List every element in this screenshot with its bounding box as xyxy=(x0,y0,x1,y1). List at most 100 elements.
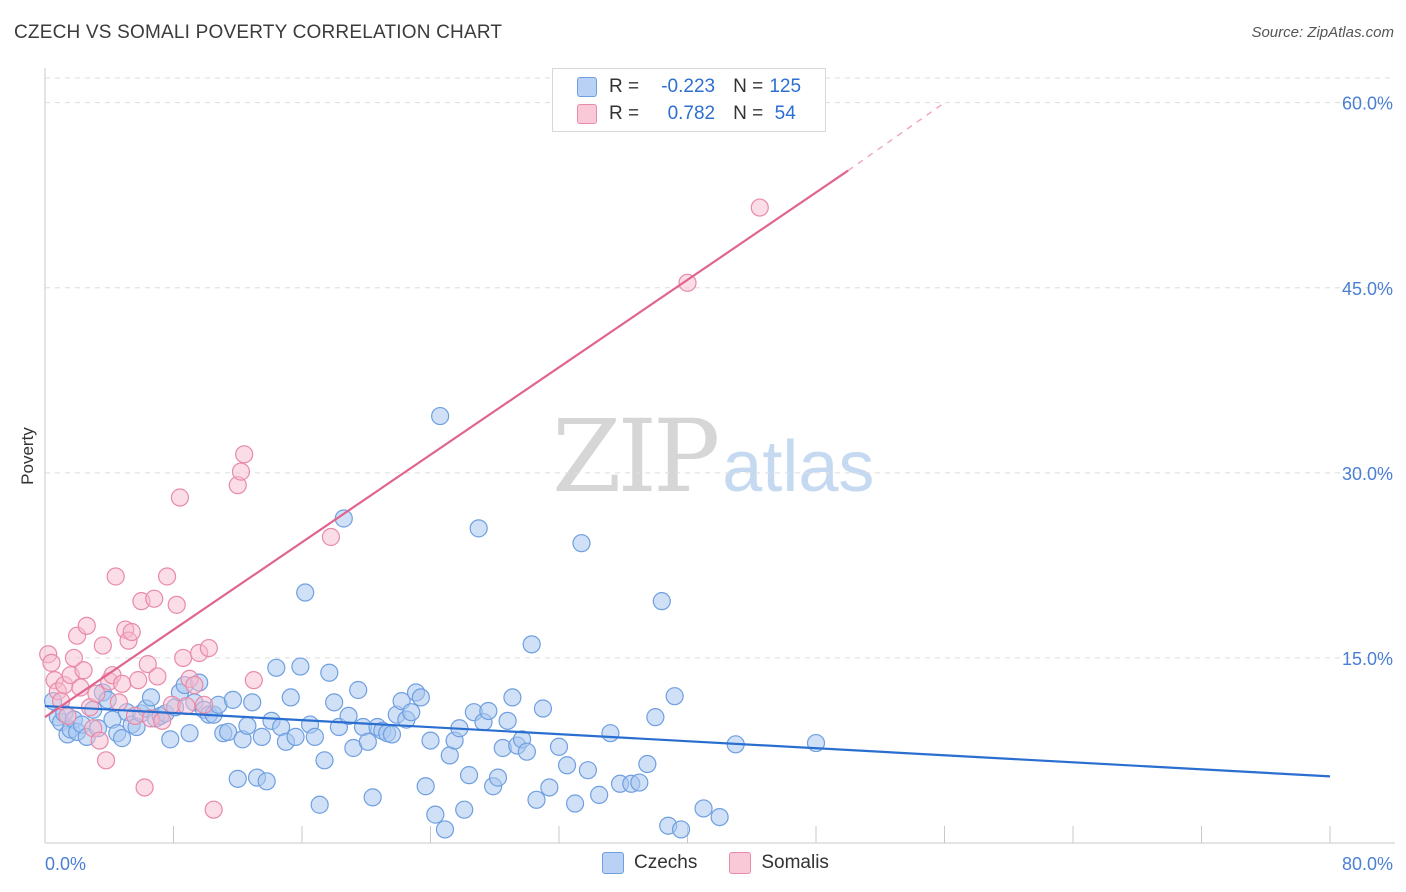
y-tick-label: 30.0% xyxy=(1342,464,1393,484)
czech-point xyxy=(223,690,243,709)
czech-point xyxy=(503,688,522,707)
czech-point xyxy=(257,772,276,791)
legend-n-label: N = xyxy=(733,103,764,124)
somali-point xyxy=(153,711,172,730)
czech-point xyxy=(590,785,609,804)
grid-lines xyxy=(45,77,1395,659)
czech-point xyxy=(252,727,271,746)
series-legend: Czechs Somalis xyxy=(602,852,861,874)
somali-point xyxy=(90,731,109,750)
y-tick-label: 15.0% xyxy=(1342,649,1393,669)
somali-point xyxy=(750,198,769,217)
somali-point xyxy=(145,589,164,608)
czech-point xyxy=(527,790,546,809)
somali-point xyxy=(42,653,61,672)
czech-point xyxy=(286,727,305,746)
somali-point xyxy=(678,273,697,292)
czech-point xyxy=(296,583,315,602)
somali-swatch xyxy=(577,104,597,124)
somali-point xyxy=(194,695,214,714)
czech-trend-line xyxy=(44,704,1331,778)
czech-point xyxy=(141,688,161,707)
czech-point xyxy=(228,769,247,788)
somali-point xyxy=(87,684,106,703)
somali-point xyxy=(138,654,157,674)
somali-point xyxy=(170,488,190,507)
czech-point xyxy=(363,788,382,807)
czech-point xyxy=(694,799,713,818)
czech-point xyxy=(180,724,199,743)
y-tick-label: 60.0% xyxy=(1342,94,1393,114)
x-tick-label-max: 80.0% xyxy=(1342,854,1393,874)
czech-point xyxy=(455,800,474,819)
czech-point xyxy=(305,727,324,746)
legend-r-value-somalis: 0.782 xyxy=(667,103,716,124)
czech-point xyxy=(601,724,620,743)
somali-point xyxy=(129,671,148,690)
somali-point xyxy=(106,567,125,586)
czech-point xyxy=(652,592,671,611)
czech-point xyxy=(459,766,479,785)
czech-point xyxy=(578,761,598,780)
czech-point xyxy=(522,635,541,654)
somali-point xyxy=(93,636,112,655)
czech-point xyxy=(710,807,729,827)
czech-point xyxy=(646,708,665,727)
series-legend-czechs[interactable]: Czechs xyxy=(602,852,697,874)
czech-point xyxy=(665,687,684,706)
somali-point xyxy=(96,751,116,770)
czech-point xyxy=(349,680,368,700)
axes xyxy=(44,68,1395,844)
source-label: Source: ZipAtlas.com xyxy=(1251,24,1394,41)
czech-point xyxy=(533,699,553,718)
somali-legend-label: Somalis xyxy=(761,852,829,873)
legend-n-value-czechs: 125 xyxy=(769,76,802,97)
y-tick-label: 45.0% xyxy=(1342,279,1393,299)
czech-point xyxy=(325,693,344,712)
czech-point xyxy=(112,729,132,748)
somali-points xyxy=(39,198,769,819)
czech-point xyxy=(219,722,238,742)
czech-point xyxy=(557,756,577,775)
somali-trend-extension xyxy=(847,102,945,172)
legend-n-label: N = xyxy=(733,76,764,97)
czech-point xyxy=(630,773,649,792)
czech-point xyxy=(435,820,455,839)
czech-point xyxy=(310,795,329,814)
legend-row-somalis: R = 0.782 N = 54 xyxy=(577,102,807,126)
czech-point xyxy=(267,658,286,677)
czech-point xyxy=(339,706,358,726)
legend-row-czechs: R = -0.223 N = 125 xyxy=(577,75,807,99)
czech-point xyxy=(565,794,585,813)
series-legend-somalis[interactable]: Somalis xyxy=(729,852,829,874)
somali-point xyxy=(74,661,93,680)
czech-point xyxy=(488,768,508,787)
somali-point xyxy=(109,693,128,712)
somali-point xyxy=(199,638,218,658)
czech-point xyxy=(243,693,262,712)
correlation-legend: R = -0.223 N = 125 R = 0.782 N = 54 xyxy=(552,68,826,132)
somali-point xyxy=(174,648,193,668)
czech-point xyxy=(638,754,657,774)
legend-r-value-czechs: -0.223 xyxy=(661,76,716,97)
czech-point xyxy=(469,519,488,538)
tick-labels: 15.0% 30.0% 45.0% 60.0% 0.0% 80.0% xyxy=(45,94,1393,874)
trend-lines xyxy=(44,102,1331,778)
czech-legend-swatch xyxy=(602,852,624,874)
czech-point xyxy=(291,657,310,676)
czech-point xyxy=(382,725,402,744)
czech-point xyxy=(421,731,440,750)
somali-point xyxy=(58,706,77,726)
somali-point xyxy=(77,616,96,635)
czech-point xyxy=(238,716,257,735)
somali-point xyxy=(321,527,341,547)
legend-r-label: R = xyxy=(609,76,640,97)
somali-point xyxy=(235,445,254,464)
czech-legend-label: Czechs xyxy=(634,852,698,873)
czech-point xyxy=(572,534,591,553)
somali-point xyxy=(122,622,141,642)
somali-point xyxy=(231,462,251,481)
somali-point xyxy=(64,648,84,668)
somali-point xyxy=(148,667,167,686)
